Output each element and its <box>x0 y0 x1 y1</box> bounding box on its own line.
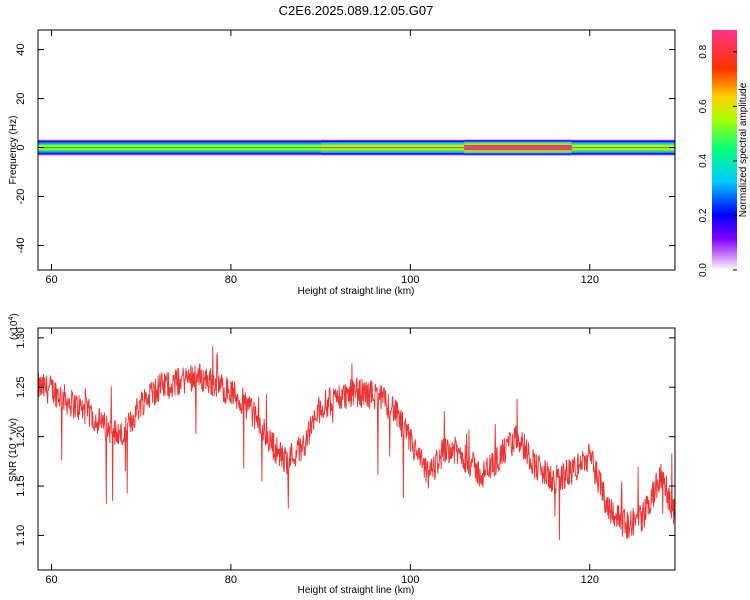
spectrogram-x-tick-label: 120 <box>581 274 599 286</box>
spectrogram-x-tick-label: 60 <box>45 274 57 286</box>
svg-text:(x104): (x104) <box>8 313 20 340</box>
snr-x-tick-label: 100 <box>401 574 419 586</box>
spectrogram-x-tick-label: 80 <box>225 274 237 286</box>
colorbar-tick-label: 0.4 <box>698 154 709 168</box>
spectrogram-y-tick-label: 40 <box>15 43 27 55</box>
colorbar-ticks: 0.0 0.2 0.4 0.6 0.8 <box>698 44 737 277</box>
snr-y-tick-label: 1.25 <box>15 377 27 398</box>
snr-x-label: Height of straight line (km) <box>298 585 415 596</box>
colorbar-tick-label: 0.2 <box>698 208 709 222</box>
colorbar-tick-label: 0.8 <box>698 44 709 58</box>
spectrogram-panel: 60 80 100 120 -40 -20 0 20 40 Height of straigh… <box>8 29 676 297</box>
colorbar-tick-label: 0.6 <box>698 99 709 113</box>
snr-series-line <box>38 346 675 540</box>
figure-title: C2E6.2025.089.12.05.G07 <box>279 3 434 18</box>
spectrogram-y-tick-label: -40 <box>15 238 27 254</box>
snr-panel: 60 80 100 120 1.10 1.15 1.20 1.25 1.30 Height o… <box>8 313 676 596</box>
snr-y-tick-label: 1.10 <box>15 525 27 546</box>
spectrogram-x-tick-label: 100 <box>401 274 419 286</box>
spectrogram-y-label: Frequency (Hz) <box>8 116 19 185</box>
snr-y-ticks: 1.10 1.15 1.20 1.25 1.30 <box>15 327 675 546</box>
snr-y-multiplier: (x104) <box>8 313 20 340</box>
spectrogram-y-tick-label: -20 <box>15 189 27 205</box>
colorbar-gradient <box>712 30 737 270</box>
snr-x-ticks: 60 80 100 120 <box>45 328 599 586</box>
colorbar-label: Normalized spectral amplitude <box>738 82 749 217</box>
spectrogram-y-ticks: -40 -20 0 20 40 <box>15 43 675 253</box>
spectral-band <box>38 139 675 156</box>
snr-x-tick-label: 80 <box>225 574 237 586</box>
spectrogram-x-ticks: 60 80 100 120 <box>45 30 599 286</box>
spectrogram-y-tick-label: 0 <box>15 144 27 150</box>
colorbar: 0.0 0.2 0.4 0.6 0.8 Normalized spectral ampl… <box>698 30 749 277</box>
spectrogram-x-label: Height of straight line (km) <box>298 286 415 297</box>
spectrogram-frame <box>37 29 676 271</box>
snr-x-tick-label: 60 <box>45 574 57 586</box>
snr-y-tick-label: 1.30 <box>15 327 27 348</box>
colorbar-tick-label: 0.0 <box>698 263 709 277</box>
snr-x-tick-label: 120 <box>581 574 599 586</box>
snr-y-tick-label: 1.20 <box>15 426 27 447</box>
snr-y-tick-label: 1.15 <box>15 475 27 496</box>
spectrogram-y-tick-label: 20 <box>15 92 27 104</box>
snr-y-label: SNR (10 * v/v) <box>8 418 19 482</box>
snr-frame <box>37 327 676 571</box>
